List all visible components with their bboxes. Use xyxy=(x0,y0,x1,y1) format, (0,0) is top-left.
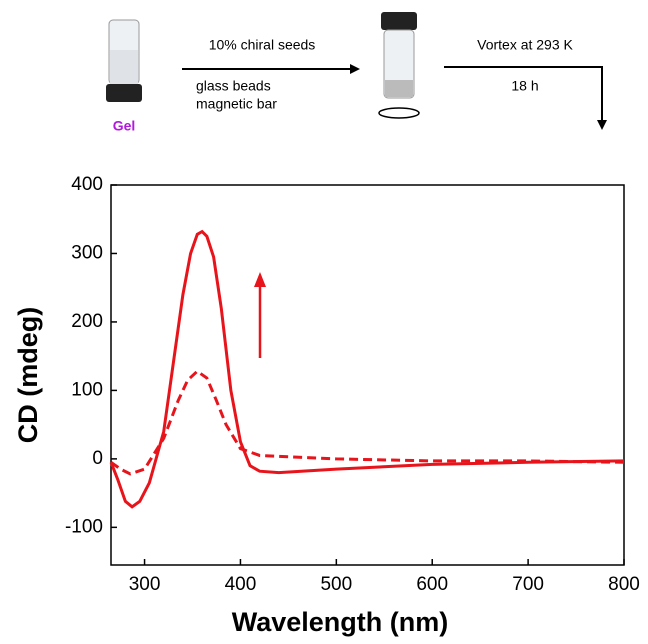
plot-frame xyxy=(110,184,625,566)
arrow-head xyxy=(350,64,360,74)
x-axis-title: Wavelength (nm) xyxy=(232,607,449,637)
y-tick-label: 200 xyxy=(71,311,103,332)
x-tick-label: 400 xyxy=(225,574,257,595)
gel-label: Gel xyxy=(113,118,136,134)
vial-cap xyxy=(381,12,417,30)
data-line xyxy=(110,369,625,476)
gel-fill xyxy=(110,50,138,84)
step-label: magnetic bar xyxy=(196,96,277,112)
x-tick-label: 300 xyxy=(129,574,161,595)
y-tick-label: 400 xyxy=(71,174,103,195)
step-label: glass beads xyxy=(196,78,271,94)
x-tick-label: 700 xyxy=(512,574,544,595)
x-tick-label: 600 xyxy=(416,574,448,595)
beads xyxy=(385,80,413,97)
trend-arrow-head xyxy=(254,272,266,287)
y-axis-title: CD (mdeg) xyxy=(13,307,43,444)
step-label: 10% chiral seeds xyxy=(209,37,316,53)
step-label: Vortex at 293 K xyxy=(477,37,573,53)
arrow-head xyxy=(597,120,607,130)
data-line xyxy=(109,229,625,509)
y-tick-label: 300 xyxy=(71,242,103,263)
y-tick-label: 100 xyxy=(71,379,103,400)
scheme xyxy=(106,12,607,358)
x-tick-label: 800 xyxy=(608,574,640,595)
rotation-icon xyxy=(378,107,420,119)
y-tick-label: 0 xyxy=(92,448,103,469)
vial-cap xyxy=(106,84,142,102)
step-label: 18 h xyxy=(511,78,538,94)
x-tick-label: 500 xyxy=(320,574,352,595)
y-tick-label: -100 xyxy=(65,516,103,537)
